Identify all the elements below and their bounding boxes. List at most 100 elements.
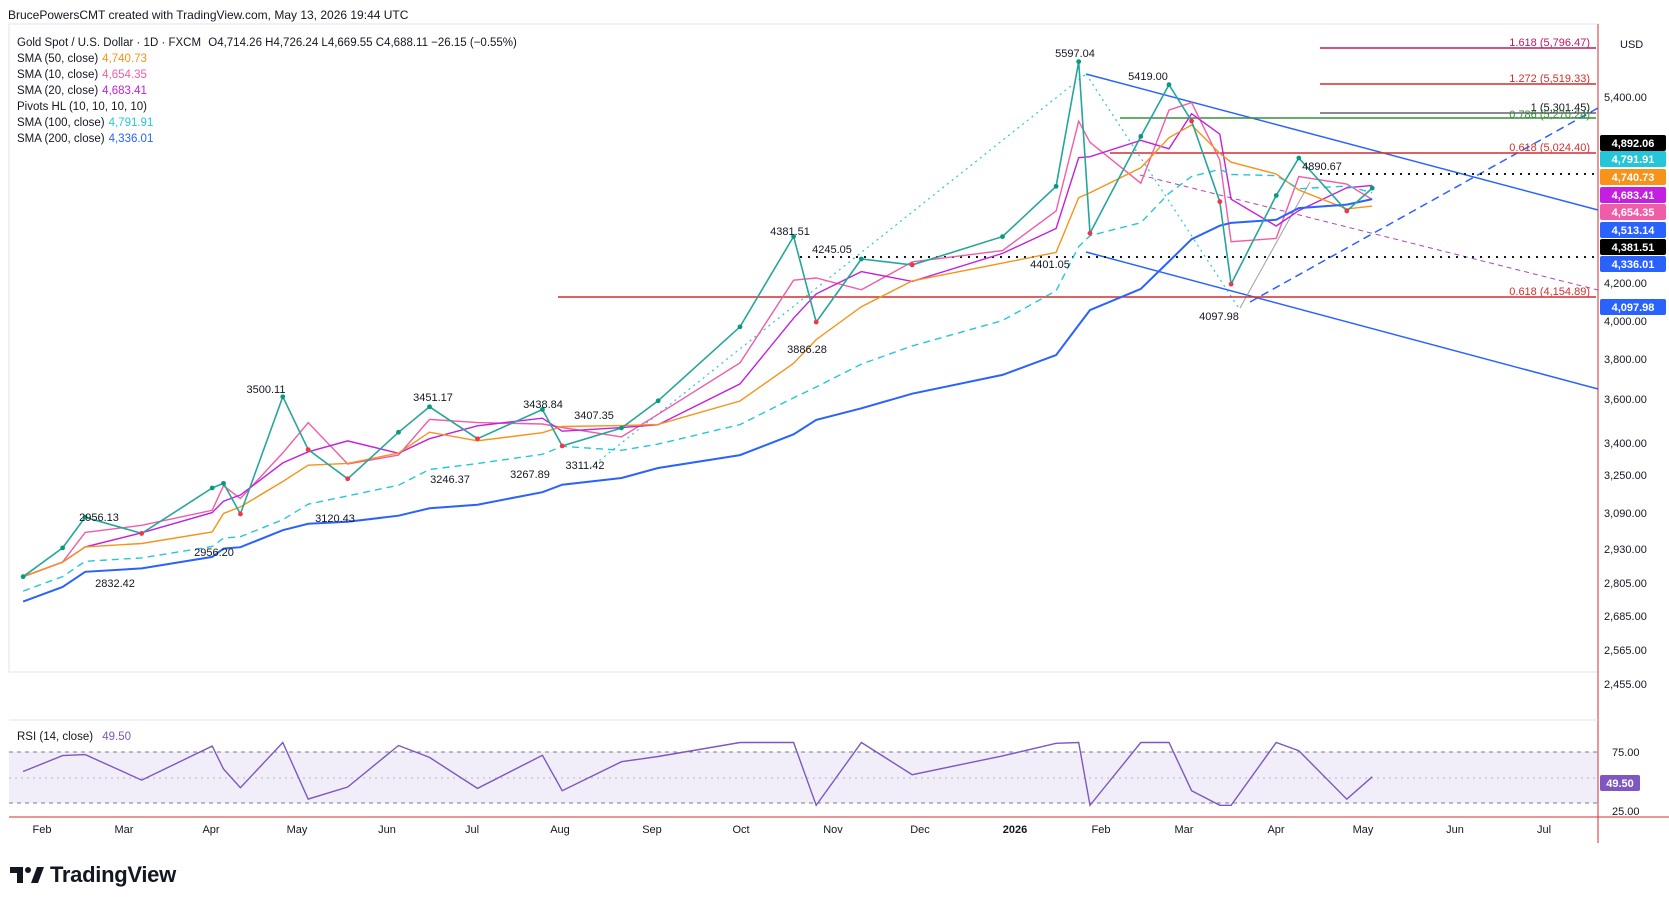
indicator-row[interactable]: SMA (20, close) 4,683.41: [17, 83, 517, 99]
price-badge: [1600, 299, 1666, 315]
time-axis[interactable]: Feb Mar Apr May Jun Jul Aug Sep Oct Nov Dec 2026 Feb…: [33, 824, 1552, 836]
price-point: [540, 407, 545, 412]
indicator-value: 4,683.41: [102, 85, 147, 97]
fib-label: 1.272 (5,519.33): [1509, 73, 1590, 85]
price-point: [737, 324, 743, 330]
price-axis[interactable]: USD 5,400.00 4,200.00 4,000.00 3,800.00 3,600…: [1604, 39, 1647, 691]
price-series: [20, 59, 1375, 580]
sma-50-line: [22, 124, 1373, 578]
pivot-label: 4245.05: [812, 244, 852, 256]
price-point: [280, 394, 286, 400]
price-badge-text: 4,513.14: [1612, 225, 1656, 237]
pivot-label: 4097.98: [1199, 311, 1239, 323]
month-label: 2026: [1003, 824, 1027, 836]
thin-diagonal: [1139, 174, 1599, 291]
price-point: [858, 256, 864, 262]
pivot-label: 3407.35: [574, 410, 614, 422]
price-tick: 2,565.00: [1604, 645, 1647, 657]
indicator-value: 4,654.35: [102, 69, 147, 81]
rsi-badge-text: 49.50: [1606, 778, 1634, 790]
moving-averages: [22, 101, 1373, 603]
price-badge-text: 4,654.35: [1612, 207, 1655, 219]
indicator-row[interactable]: SMA (100, close) 4,791.91: [17, 115, 517, 131]
month-label: Jun: [378, 824, 396, 836]
month-label: Aug: [550, 824, 570, 836]
month-label: Dec: [910, 824, 930, 836]
price-point: [1076, 59, 1082, 65]
symbol-ohlc: O4,714.26 H4,726.24 L4,669.55 C4,688.11 …: [208, 37, 517, 49]
price-point: [791, 234, 797, 239]
pivot-label: 3500.11: [247, 384, 286, 396]
month-label: Nov: [823, 824, 843, 836]
pivot-trendline-2: [1085, 73, 1241, 311]
month-label: Apr: [1267, 824, 1284, 836]
price-point: [221, 480, 226, 486]
price-point: [82, 514, 88, 520]
indicator-row[interactable]: Pivots HL (10, 10, 10, 10): [17, 99, 517, 115]
price-tick: 4,200.00: [1604, 278, 1647, 290]
price-point: [1217, 199, 1223, 205]
month-label: Mar: [115, 824, 134, 836]
indicator-value: 4,791.91: [108, 117, 154, 129]
month-label: Feb: [1092, 824, 1111, 836]
channel-lower-line: [1085, 251, 1599, 390]
price-point: [559, 443, 565, 449]
rsi-label: RSI (14, close): [17, 731, 94, 743]
pivot-label: 2956.20: [194, 547, 234, 559]
price-point: [20, 574, 26, 580]
sma-20-line: [22, 112, 1373, 578]
symbol-row[interactable]: Gold Spot / U.S. Dollar · 1D · FXCM O4,7…: [17, 35, 517, 51]
indicator-row[interactable]: SMA (200, close) 4,336.01: [17, 131, 517, 147]
indicator-label: SMA (200, close): [17, 133, 105, 145]
month-label: Mar: [1175, 824, 1194, 836]
price-point: [475, 436, 480, 442]
price-badges: 4,892.06 4,791.91 4,740.73 4,683.41 4,654.35…: [1600, 135, 1666, 791]
month-label: May: [1353, 824, 1374, 836]
month-label: Jul: [1537, 824, 1551, 836]
price-badge-text: 4,683.41: [1612, 190, 1655, 202]
indicator-label: SMA (50, close): [17, 53, 99, 65]
tradingview-logo[interactable]: TradingView: [10, 862, 176, 888]
price-point: [1087, 230, 1093, 236]
price-tick: 2,930.00: [1604, 544, 1647, 556]
currency-label: USD: [1620, 39, 1643, 51]
fib-label: 1.618 (5,796.47): [1509, 37, 1590, 49]
thin-gray-line: [1239, 181, 1311, 309]
month-label: Jun: [1446, 824, 1464, 836]
price-point: [1296, 155, 1302, 161]
rsi-line: [22, 741, 1373, 807]
pivot-label: 3311.42: [566, 460, 605, 472]
price-tick: 3,250.00: [1604, 470, 1647, 482]
price-badge: [1600, 135, 1666, 151]
price-badge: [1600, 204, 1666, 220]
tradingview-wordmark: TradingView: [50, 862, 176, 887]
price-badge-text: 4,097.98: [1612, 302, 1655, 314]
rsi-legend[interactable]: RSI (14, close) 49.50: [17, 731, 131, 743]
indicator-row[interactable]: SMA (50, close) 4,740.73: [17, 51, 517, 67]
indicator-row[interactable]: SMA (10, close) 4,654.35: [17, 67, 517, 83]
price-point: [619, 425, 624, 431]
sma-200-line: [22, 198, 1373, 603]
price-point: [345, 476, 351, 482]
price-point: [60, 545, 66, 551]
month-label: Sep: [642, 824, 662, 836]
price-badge: [1600, 169, 1666, 185]
price-point: [238, 511, 243, 517]
pivot-label: 3120.43: [315, 513, 355, 525]
indicator-label: SMA (20, close): [17, 85, 99, 97]
price-point: [1053, 183, 1059, 189]
price-point: [1344, 208, 1350, 214]
month-label: Apr: [202, 824, 219, 836]
price-tick: 2,805.00: [1604, 578, 1647, 590]
rsi-axis: 75.00 25.00: [1612, 747, 1640, 818]
channel-upper-line: [1085, 73, 1599, 211]
price-tick: 3,800.00: [1604, 354, 1647, 366]
price-point: [1228, 281, 1234, 287]
fib-label: 0.618 (5,024.40): [1509, 142, 1590, 154]
indicator-value: 4,336.01: [108, 133, 154, 145]
price-tick: 2,685.00: [1604, 611, 1647, 623]
price-tick: 5,400.00: [1604, 92, 1647, 104]
price-badge-text: 4,892.06: [1612, 138, 1655, 150]
